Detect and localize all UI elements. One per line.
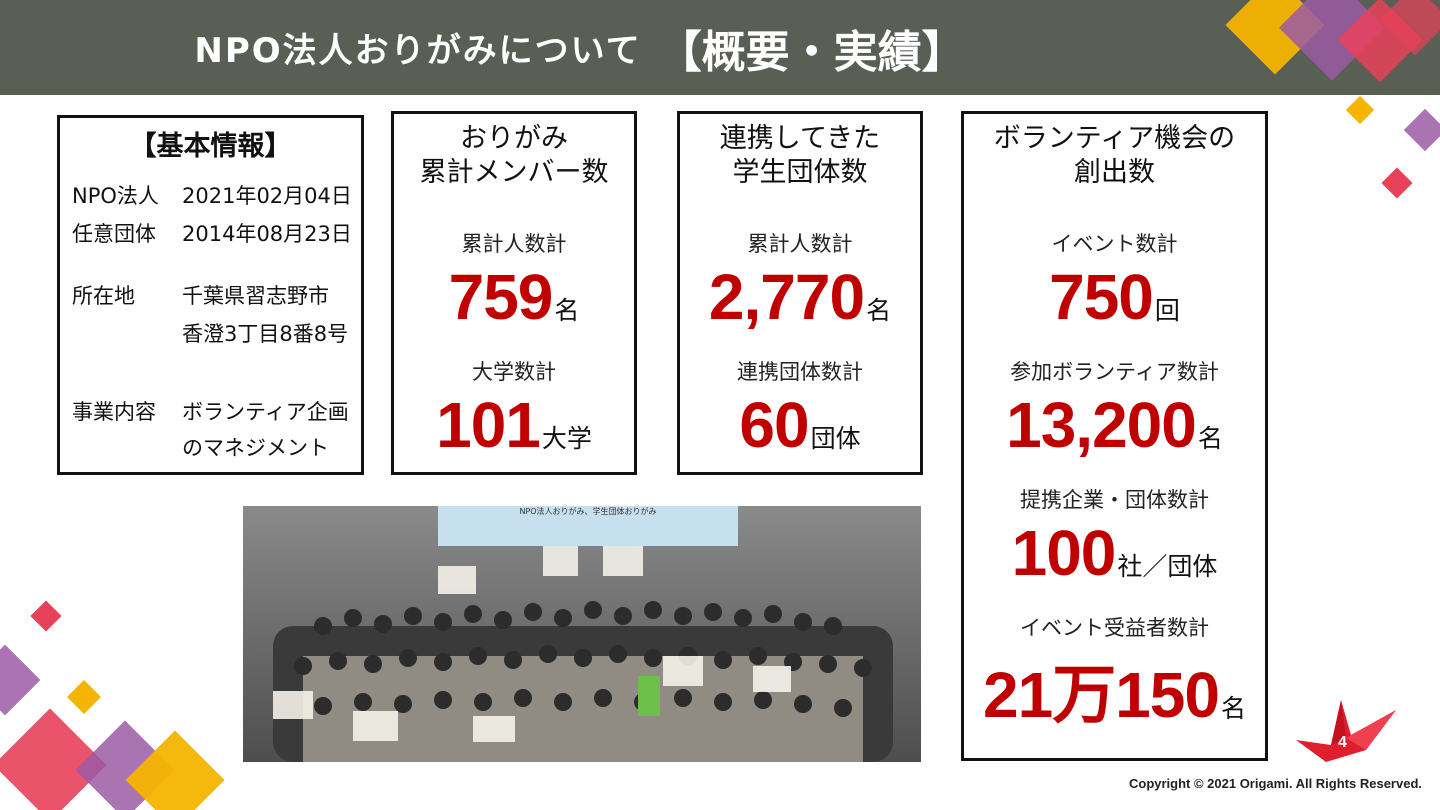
stat-value: 21万150名 [964,644,1265,736]
stat-number: 60 [739,389,809,461]
info-row-location: 所在地 千葉県習志野市 [72,278,329,314]
stat-unit: 回 [1154,297,1180,325]
basic-info-heading: 【基本情報】 [129,131,292,162]
stat-unit: 名 [554,297,580,325]
paper-crane-icon [1296,700,1396,762]
info-row-business: 事業内容 ボランティア企画 [72,394,349,430]
info-row-npo: NPO法人 2021年02月04日 [72,178,352,214]
groups-heading-line1: 連携してきた [719,123,881,154]
basic-info-box: 【基本情報】 NPO法人 2021年02月04日 任意団体 2014年08月23… [57,115,364,475]
stat-number: 100 [1011,517,1117,589]
header-bar [0,0,1440,95]
stat-unit: 名 [866,297,892,325]
title-bracket: 【概要・実績】 [657,26,966,78]
copyright-text: Copyright © 2021 Origami. All Rights Res… [1128,776,1422,791]
stat-label: イベント数計 [1051,232,1178,256]
info-value: 2014年08月23日 [182,222,352,246]
page-number: 4 [1338,734,1347,751]
stat-label: 連携団体数計 [737,360,863,384]
volunteer-box: ボランティア機会の 創出数 イベント数計 750回 参加ボランティア数計 13,… [961,111,1268,761]
groups-heading-line2: 学生団体数 [732,157,868,188]
members-box: おりがみ 累計メンバー数 累計人数計 759名 大学数計 101大学 [391,111,637,475]
info-value: 2021年02月04日 [182,184,352,208]
stat-label: 大学数計 [472,360,556,384]
stat-value: 750回 [964,260,1265,334]
decorative-diamonds-bottom [0,600,225,810]
stat-number: 13,200 [1006,389,1197,461]
stat-label: 累計人数計 [461,232,567,256]
stat-label: 提携企業・団体数計 [1020,488,1209,512]
info-value: 千葉県習志野市 [182,284,329,308]
stat-value: 759名 [394,260,634,334]
group-photo: NPO法人おりがみ、学生団体おりがみ [243,506,921,762]
info-key: 所在地 [72,284,135,308]
stat-value: 101大学 [394,388,634,462]
volunteer-heading-line1: ボランティア機会の [993,123,1236,154]
info-key: NPO法人 [72,184,159,208]
stat-value: 2,770名 [680,260,920,334]
stat-value: 100社／団体 [964,516,1265,590]
members-heading-line1: おりがみ [460,123,568,154]
group-photo-illustration: NPO法人おりがみ、学生団体おりがみ [243,506,921,762]
info-value: ボランティア企画 [182,400,349,424]
stat-unit: 大学 [541,425,592,453]
info-key: 事業内容 [72,400,156,424]
stat-unit: 名 [1197,425,1223,453]
stat-value: 60団体 [680,388,920,462]
stat-label: イベント受益者数計 [1020,616,1209,640]
info-key: 任意団体 [72,222,156,246]
stat-number: 21万150 [983,659,1220,731]
stat-number: 759 [448,261,554,333]
stat-value: 13,200名 [964,388,1265,462]
info-value: のマネジメント [182,436,329,460]
stat-label: 累計人数計 [747,232,853,256]
title-main: NPO法人おりがみについて [194,31,642,71]
info-row-business-2: のマネジメント [72,430,329,466]
stat-unit: 名 [1220,695,1246,723]
stat-label: 参加ボランティア数計 [1010,360,1219,384]
info-row-voluntary: 任意団体 2014年08月23日 [72,216,352,252]
groups-box: 連携してきた 学生団体数 累計人数計 2,770名 連携団体数計 60団体 [677,111,923,475]
info-value: 香澄3丁目8番8号 [182,322,349,346]
page-title: NPO法人おりがみについて 【概要・実績】 [0,0,1160,95]
stat-unit: 社／団体 [1117,553,1218,581]
stat-unit: 団体 [810,425,861,453]
decorative-diamonds-top [1225,0,1440,199]
stat-number: 750 [1049,261,1154,333]
photo-banner-text: NPO法人おりがみ、学生団体おりがみ [519,506,656,516]
info-row-location-2: 香澄3丁目8番8号 [72,316,348,352]
volunteer-heading-line2: 創出数 [1074,157,1155,188]
members-heading-line2: 累計メンバー数 [419,157,609,188]
stat-number: 2,770 [708,261,865,333]
stat-number: 101 [436,389,541,461]
